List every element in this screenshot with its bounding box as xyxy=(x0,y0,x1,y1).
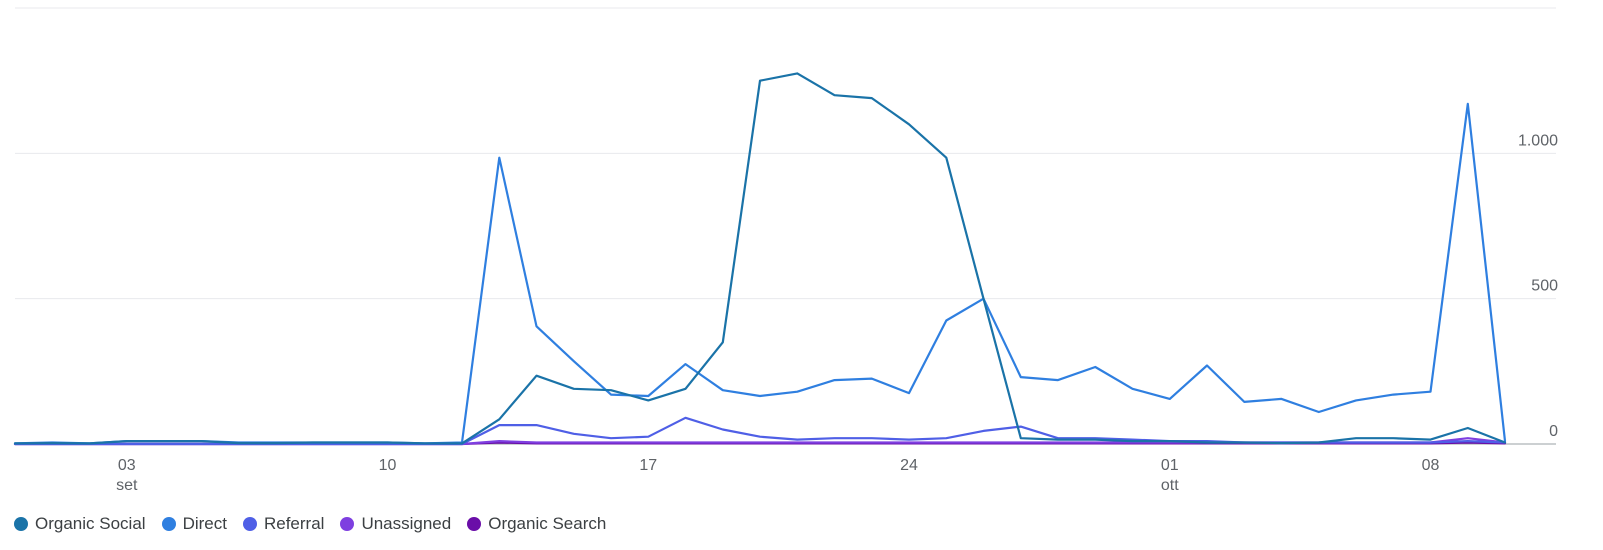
legend-swatch xyxy=(242,517,257,531)
y-tick-label: 0 xyxy=(1549,423,1558,440)
y-tick-label: 500 xyxy=(1531,278,1558,295)
legend-item[interactable]: Direct xyxy=(161,514,227,534)
series-lines xyxy=(13,72,1507,446)
legend-swatch xyxy=(467,517,482,531)
x-tick-label: 08 xyxy=(1422,457,1440,474)
legend: Organic Social Direct Referral Unassigned Or… xyxy=(14,514,622,534)
legend-label: Referral xyxy=(263,514,325,533)
legend-item[interactable]: Organic Search xyxy=(467,514,606,534)
gridlines xyxy=(15,7,1556,445)
y-axis-ticks: 0 500 1.000 1.500 xyxy=(1518,0,1558,440)
x-axis-ticks: 03 set 10 17 24 01 ott 08 xyxy=(116,457,1439,494)
series-line-organic-social xyxy=(13,72,1507,445)
legend-label: Direct xyxy=(182,514,227,533)
line-chart: 0 500 1.000 1.500 03 set 10 17 24 01 ott 08 xyxy=(13,0,1558,494)
legend-item[interactable]: Referral xyxy=(242,514,325,534)
x-tick-sublabel: ott xyxy=(1161,477,1179,494)
x-tick-label: 03 xyxy=(118,457,136,474)
x-tick-label: 17 xyxy=(639,457,657,474)
legend-item[interactable]: Unassigned xyxy=(340,514,451,534)
legend-swatch xyxy=(14,517,28,531)
legend-label: Organic Social xyxy=(35,514,146,533)
series-line-referral xyxy=(13,416,1507,446)
legend-label: Organic Search xyxy=(488,514,607,533)
legend-swatch xyxy=(340,517,355,531)
x-tick-sublabel: set xyxy=(116,477,138,494)
series-line-direct xyxy=(13,102,1507,445)
x-tick-label: 10 xyxy=(379,457,397,474)
legend-item[interactable]: Organic Social xyxy=(14,514,146,534)
y-tick-label: 1.000 xyxy=(1518,132,1558,149)
x-tick-label: 24 xyxy=(900,457,918,474)
legend-swatch xyxy=(161,517,176,531)
y-tick-label: 1.500 xyxy=(1518,0,1558,4)
legend-label: Unassigned xyxy=(361,514,452,533)
x-tick-label: 01 xyxy=(1161,457,1179,474)
